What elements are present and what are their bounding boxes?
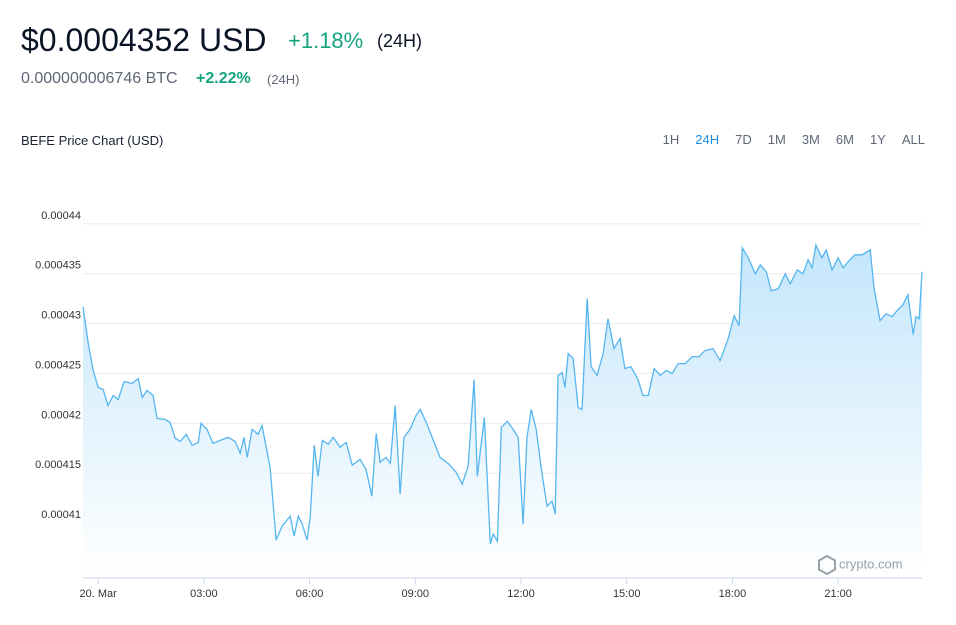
y-tick-label: 0.00042 xyxy=(41,409,81,421)
watermark-text: crypto.com xyxy=(839,556,903,571)
range-button[interactable]: 3M xyxy=(801,132,820,147)
price: $0.0004352 USD xyxy=(21,22,267,58)
range-button[interactable]: 7D xyxy=(735,132,752,147)
range-buttons: 1H 24H 7D 1M 3M 6M 1Y ALL xyxy=(655,132,933,147)
x-tick-label: 20. Mar xyxy=(80,588,118,600)
change-period: (24H) xyxy=(377,31,423,51)
range-button[interactable]: 1M xyxy=(767,132,786,147)
y-tick-label: 0.00041 xyxy=(41,509,81,521)
x-tick-label: 12:00 xyxy=(507,588,535,600)
area xyxy=(83,244,922,578)
price-line xyxy=(82,242,923,545)
range-button[interactable]: 24H xyxy=(695,132,720,147)
range-button[interactable]: ALL xyxy=(901,132,925,147)
y-tick-label: 0.000435 xyxy=(35,260,81,272)
x-tick-label: 21:00 xyxy=(824,588,852,600)
range-button[interactable]: 6M xyxy=(835,132,854,147)
btc-change: +2.22% xyxy=(196,70,251,87)
chart-title: BEFE Price Chart (USD) xyxy=(21,133,164,148)
x-tick-label: 18:00 xyxy=(719,588,747,600)
y-tick-label: 0.000415 xyxy=(35,459,81,471)
y-tick-label: 0.00043 xyxy=(41,310,81,322)
x-tick-label: 06:00 xyxy=(296,588,324,600)
x-tick-label: 15:00 xyxy=(613,588,641,600)
watermark: crypto.com xyxy=(818,554,903,576)
x-tick-label: 09:00 xyxy=(402,588,430,600)
range-button[interactable]: 1H xyxy=(662,132,680,147)
btc-period: (24H) xyxy=(267,72,300,87)
btc-price: 0.000000006746 BTC xyxy=(21,70,178,87)
x-tick-label: 03:00 xyxy=(190,588,218,600)
y-tick-label: 0.00044 xyxy=(41,210,81,222)
range-button[interactable]: 1Y xyxy=(869,132,886,147)
price-change: +1.18% xyxy=(288,28,364,53)
y-tick-label: 0.000425 xyxy=(35,359,81,371)
